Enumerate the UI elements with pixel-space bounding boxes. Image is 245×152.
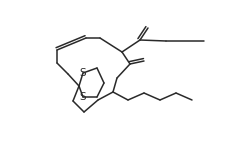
Text: S: S [80, 92, 86, 102]
Text: S: S [80, 68, 86, 78]
